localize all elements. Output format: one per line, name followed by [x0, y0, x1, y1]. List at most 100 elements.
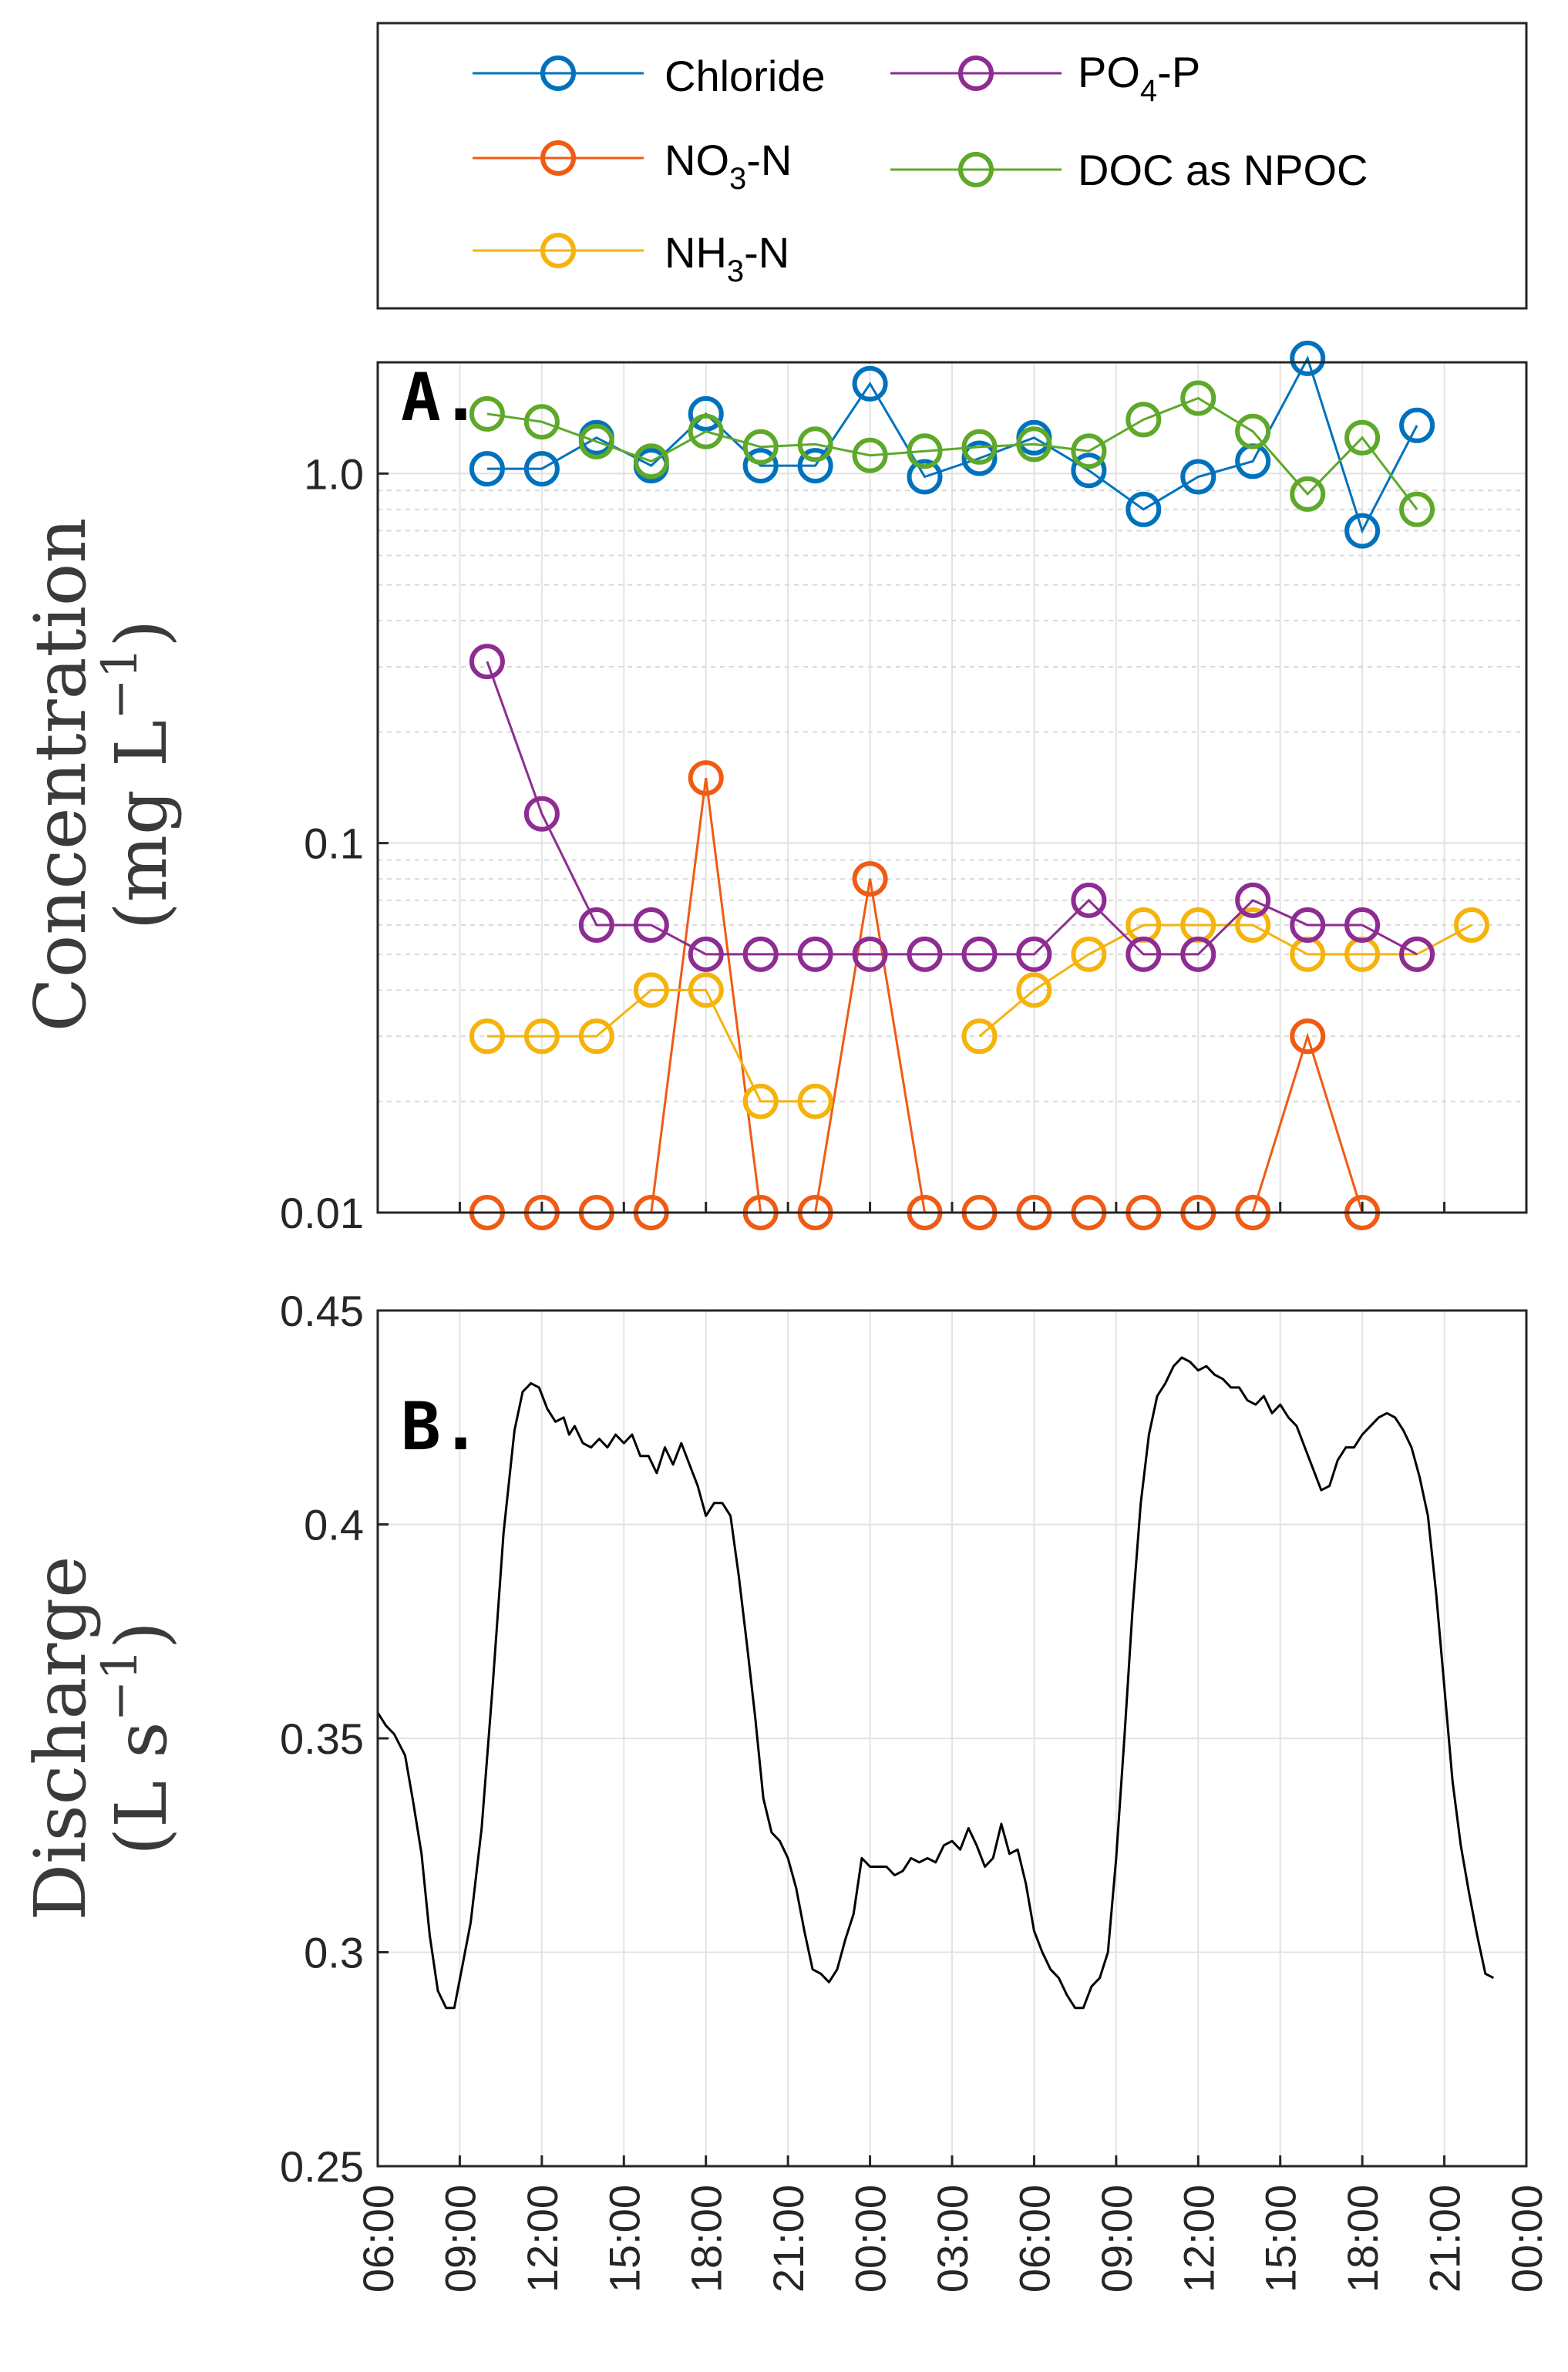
data-point-doc-as-npoc — [523, 404, 560, 440]
data-point-nh3-n — [961, 1018, 998, 1055]
series-line-nh3-n — [486, 988, 816, 1103]
data-point-po4-p — [1180, 936, 1216, 972]
data-point-po4-p — [852, 936, 888, 972]
legend-marker-doc — [958, 152, 994, 187]
data-point-po4-p — [797, 936, 833, 972]
data-point-no3-n — [688, 760, 724, 796]
data-point-nh3-n — [742, 1083, 779, 1119]
panel-b-xtick-label: 09:00 — [1092, 2185, 1141, 2293]
data-point-nh3-n — [469, 1018, 505, 1055]
panel-b-xtick-label: 09:00 — [436, 2185, 484, 2293]
panel-a-ylabel-line2: (mg L−1) — [92, 620, 183, 930]
data-point-chloride — [1344, 513, 1381, 549]
data-point-chloride — [688, 395, 724, 432]
data-point-chloride — [961, 440, 998, 476]
legend-entry-nh3: NH3-N — [473, 228, 789, 288]
panel-b-xtick-label: 00:00 — [846, 2185, 895, 2293]
data-point-po4-p — [633, 907, 669, 943]
panel-b-label: B. — [401, 1388, 481, 1465]
data-point-chloride — [1399, 407, 1435, 443]
data-point-chloride — [1180, 459, 1216, 495]
legend-entry-po4: PO4-P — [890, 48, 1200, 108]
data-point-doc-as-npoc — [852, 437, 888, 473]
panel-b-ylabel-line2: (L s−1) — [92, 1621, 183, 1856]
data-point-doc-as-npoc — [578, 423, 614, 459]
data-point-po4-p — [1344, 907, 1381, 943]
panel-a-grid — [377, 362, 1527, 1213]
data-point-nh3-n — [1454, 907, 1489, 943]
data-point-chloride — [1071, 453, 1107, 489]
panel-a-y-ticks: 0.01 0.1 1.0 — [280, 449, 1528, 1237]
legend-entry-doc: DOC as NPOC — [890, 146, 1368, 194]
legend-marker-nh3 — [540, 233, 576, 268]
series-po4-p — [469, 644, 1435, 972]
data-point-doc-as-npoc — [1016, 426, 1052, 463]
legend-label-no3: NO3-N — [665, 136, 792, 196]
panel-b-xtick-label: 15:00 — [600, 2185, 648, 2293]
panel-b-xtick-label: 21:00 — [1421, 2185, 1469, 2293]
data-point-nh3-n — [1235, 907, 1271, 943]
data-point-po4-p — [742, 936, 779, 972]
data-point-doc-as-npoc — [1071, 433, 1107, 469]
data-point-chloride — [907, 459, 943, 495]
data-point-no3-n — [852, 861, 888, 897]
panel-b-ylabel-line1: Discharge — [19, 1556, 102, 1920]
data-point-nh3-n — [523, 1018, 560, 1055]
data-point-doc-as-npoc — [907, 433, 943, 469]
data-point-chloride — [523, 451, 560, 487]
data-point-doc-as-npoc — [1180, 380, 1216, 416]
data-point-chloride — [742, 448, 779, 484]
legend-label-nh3: NH3-N — [665, 228, 789, 288]
data-point-po4-p — [1016, 936, 1052, 972]
data-point-nh3-n — [1016, 972, 1052, 1008]
legend-label-doc: DOC as NPOC — [1078, 146, 1368, 194]
panel-b-xtick-label: 06:00 — [354, 2185, 402, 2293]
panel-b-xtick-label: 12:00 — [1174, 2185, 1223, 2293]
panel-a-ylabel-line1: Concentration — [19, 517, 102, 1031]
panel-b-ytick-label: 0.4 — [304, 1501, 364, 1549]
data-point-nh3-n — [633, 972, 669, 1008]
data-point-doc-as-npoc — [469, 395, 505, 432]
data-point-po4-p — [1235, 882, 1271, 918]
panel-a-ytick-label: 0.01 — [280, 1189, 364, 1237]
panel-b-xtick-label: 15:00 — [1257, 2185, 1305, 2293]
series-line-po4-p — [486, 661, 1418, 956]
data-point-chloride — [797, 448, 833, 484]
panel-b-ytick-label: 0.25 — [280, 2142, 364, 2191]
data-point-chloride — [469, 451, 505, 487]
panel-b-xtick-label: 00:00 — [1502, 2185, 1551, 2293]
data-point-nh3-n — [688, 972, 724, 1008]
data-point-doc-as-npoc — [1344, 419, 1381, 456]
panel-b-xtick-label: 18:00 — [1338, 2185, 1387, 2293]
panel-b-ytick-label: 0.45 — [280, 1287, 364, 1335]
legend-label-po4: PO4-P — [1078, 48, 1200, 108]
panel-b-xtick-label: 03:00 — [928, 2185, 977, 2293]
legend-entry-no3: NO3-N — [473, 136, 792, 196]
data-point-doc-as-npoc — [1399, 491, 1435, 527]
data-point-po4-p — [1290, 907, 1326, 943]
data-point-doc-as-npoc — [688, 413, 724, 449]
series-line-nh3-n — [978, 924, 1472, 1038]
data-point-chloride — [1290, 340, 1326, 376]
data-point-po4-p — [469, 644, 505, 680]
legend-label-chloride: Chloride — [665, 52, 826, 100]
data-point-doc-as-npoc — [742, 429, 779, 465]
data-point-po4-p — [1071, 882, 1107, 918]
data-point-po4-p — [578, 907, 614, 943]
panel-a-ytick-label: 1.0 — [304, 449, 364, 498]
data-point-nh3-n — [578, 1018, 614, 1055]
data-point-nh3-n — [1071, 936, 1107, 972]
panel-b-ytick-label: 0.35 — [280, 1714, 364, 1763]
data-point-po4-p — [961, 936, 998, 972]
panel-b-xtick-label: 12:00 — [518, 2185, 567, 2293]
panel-b-xtick-label: 18:00 — [682, 2185, 731, 2293]
panel-b-xtick-label: 06:00 — [1010, 2185, 1058, 2293]
data-point-doc-as-npoc — [1290, 476, 1326, 512]
panel-a-label: A. — [401, 359, 481, 436]
legend-marker-po4 — [958, 56, 994, 91]
data-point-chloride — [852, 365, 888, 402]
data-point-doc-as-npoc — [961, 429, 998, 465]
panel-a: 0.01 0.1 1.0 A. Concentration (mg L−1) — [19, 340, 1528, 1237]
